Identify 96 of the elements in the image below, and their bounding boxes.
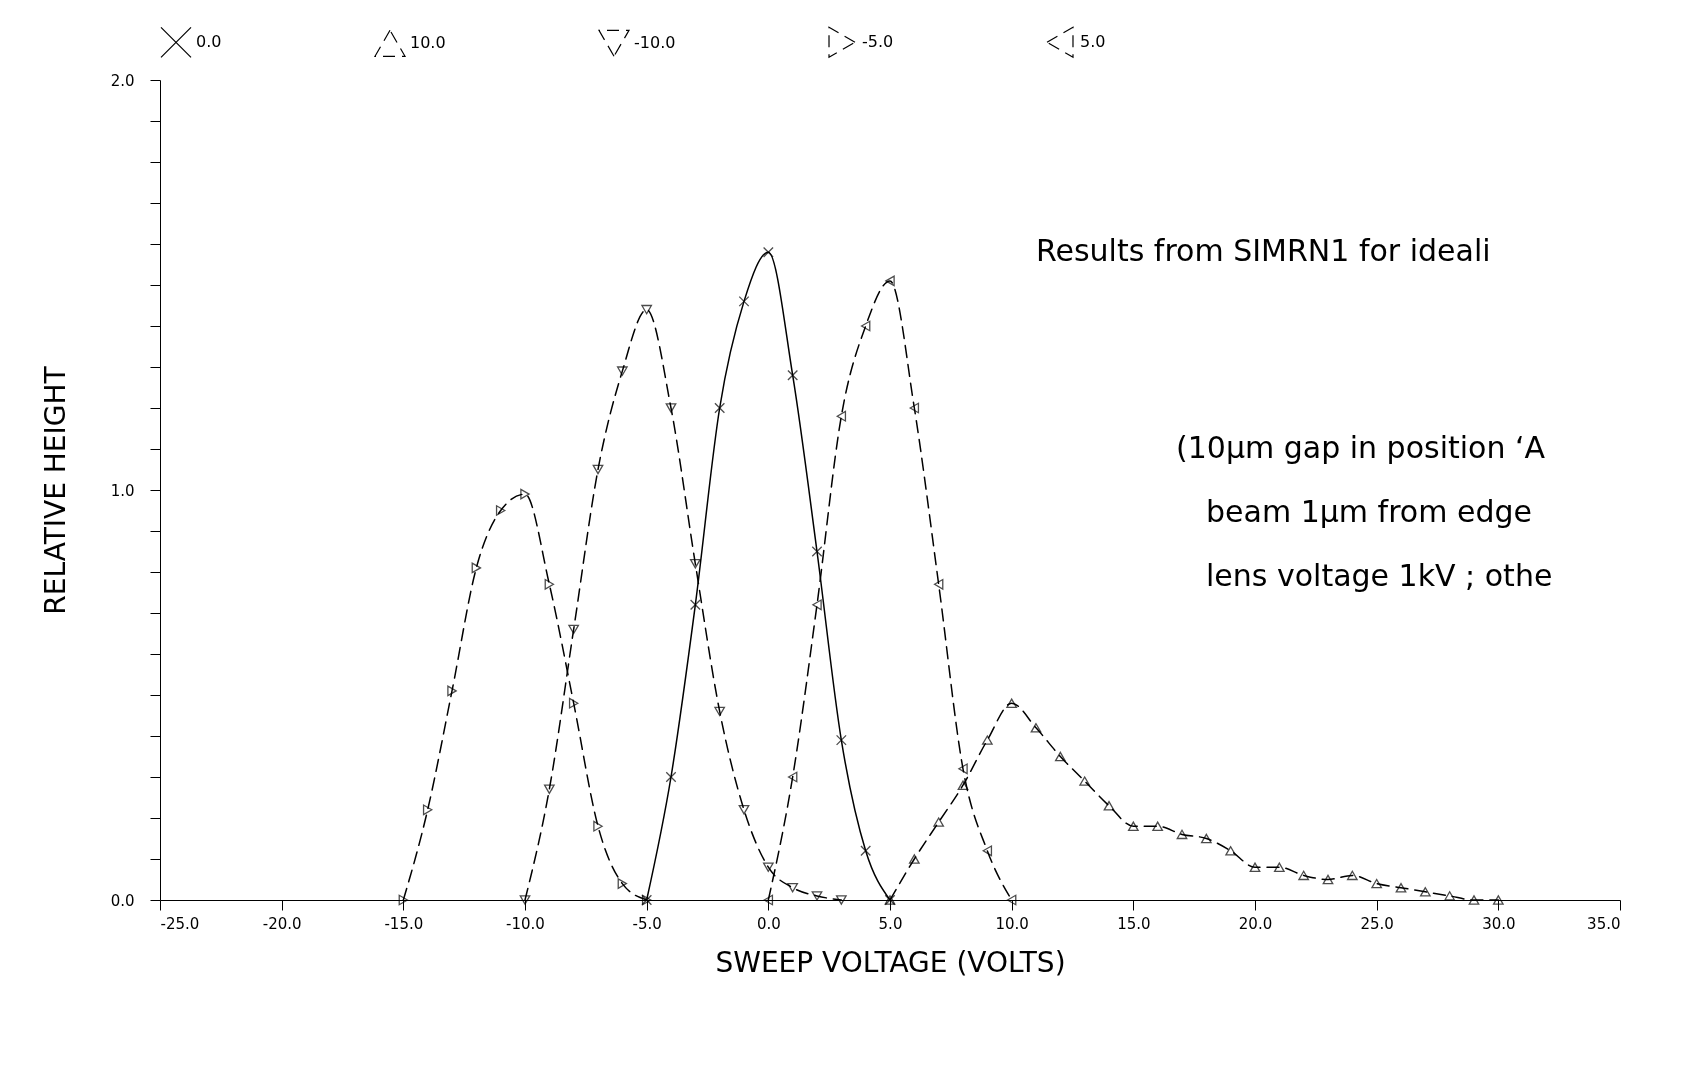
point: [689, 559, 701, 569]
point: [1346, 870, 1358, 881]
legend-label: 0.0: [196, 32, 222, 52]
point: [1054, 751, 1066, 762]
point: [738, 805, 750, 815]
x-tick-label: -10.0: [506, 914, 545, 933]
point: [762, 246, 774, 258]
point: [519, 895, 531, 905]
annotation: beam 1μm from edge: [1206, 494, 1532, 529]
point: [812, 599, 822, 611]
legend-label: -5.0: [862, 32, 894, 52]
x-tick-label: -25.0: [160, 914, 200, 933]
point: [860, 320, 871, 332]
point: [1419, 887, 1431, 897]
point: [811, 891, 823, 901]
legend-label: -10.0: [634, 33, 676, 53]
point: [763, 894, 774, 906]
x-tick-label: -5.0: [632, 914, 662, 933]
point: [447, 685, 457, 697]
point: [689, 599, 701, 611]
annotation: lens voltage 1kV ; othe: [1206, 558, 1553, 593]
x-tick-label: -15.0: [384, 914, 424, 933]
point: [1152, 821, 1164, 831]
point: [641, 304, 653, 315]
y-tick-label: 2.0: [110, 71, 135, 90]
point: [762, 862, 774, 872]
point: [617, 878, 628, 889]
point: [616, 366, 628, 376]
point: [982, 845, 993, 857]
point: [787, 882, 799, 893]
x-tick-label: 5.0: [878, 914, 903, 933]
point: [835, 895, 847, 905]
point: [1176, 829, 1188, 840]
point: [568, 624, 580, 635]
point: [495, 505, 506, 516]
point: [543, 784, 555, 795]
point: [714, 706, 726, 717]
point: [835, 734, 847, 746]
point: [1079, 776, 1091, 786]
x-tick-label: 20.0: [1238, 914, 1273, 933]
point: [544, 578, 555, 590]
x-tick-label: 10.0: [995, 914, 1029, 933]
point: [981, 735, 993, 745]
x-tick-label: 15.0: [1117, 914, 1151, 933]
point: [1322, 874, 1334, 885]
point: [1225, 846, 1237, 856]
point: [787, 771, 798, 783]
point: [1273, 862, 1285, 872]
point: [471, 562, 482, 574]
point: [422, 804, 433, 816]
point: [1030, 723, 1042, 733]
point: [398, 894, 409, 906]
point: [1492, 895, 1504, 905]
point: [958, 763, 968, 775]
point: [811, 546, 823, 557]
point: [885, 275, 895, 287]
point: [860, 845, 872, 857]
point: [1249, 862, 1261, 872]
point: [1200, 833, 1212, 844]
point: [933, 578, 944, 590]
y-tick-label: 0.0: [110, 891, 135, 910]
point: [1371, 878, 1383, 889]
x-tick-label: 35.0: [1587, 914, 1621, 933]
point: [738, 296, 750, 307]
point: [1006, 698, 1018, 708]
annotation: Results from SIMRN1 for ideali: [1036, 233, 1491, 269]
point: [714, 402, 726, 414]
x-tick-label: 30.0: [1482, 914, 1516, 933]
annotation: (10μm gap in position ‘A: [1176, 430, 1546, 465]
y-axis-title: RELATIVE HEIGHT: [38, 365, 72, 615]
point: [1127, 821, 1139, 831]
point: [957, 780, 969, 790]
point: [1103, 800, 1115, 811]
point: [1444, 891, 1456, 901]
x-tick-label: -20.0: [262, 914, 302, 933]
point: [593, 820, 603, 832]
point: [665, 771, 677, 783]
x-tick-label: 25.0: [1360, 914, 1394, 933]
x-axis-title: SWEEP VOLTAGE (VOLTS): [715, 945, 1066, 979]
legend-label: 5.0: [1080, 32, 1106, 52]
point: [665, 403, 677, 413]
x-tick-label: 0.0: [756, 914, 781, 933]
point: [836, 410, 847, 422]
point: [592, 464, 604, 475]
point: [1006, 894, 1017, 906]
point: [909, 402, 920, 414]
point: [933, 817, 945, 827]
y-tick-label: 1.0: [110, 481, 135, 500]
point: [1298, 870, 1310, 881]
point: [568, 697, 579, 709]
point: [520, 488, 530, 500]
point: [1468, 895, 1480, 905]
point: [908, 854, 920, 864]
point: [1395, 882, 1407, 893]
legend-label: 10.0: [410, 33, 446, 53]
point: [787, 369, 799, 381]
